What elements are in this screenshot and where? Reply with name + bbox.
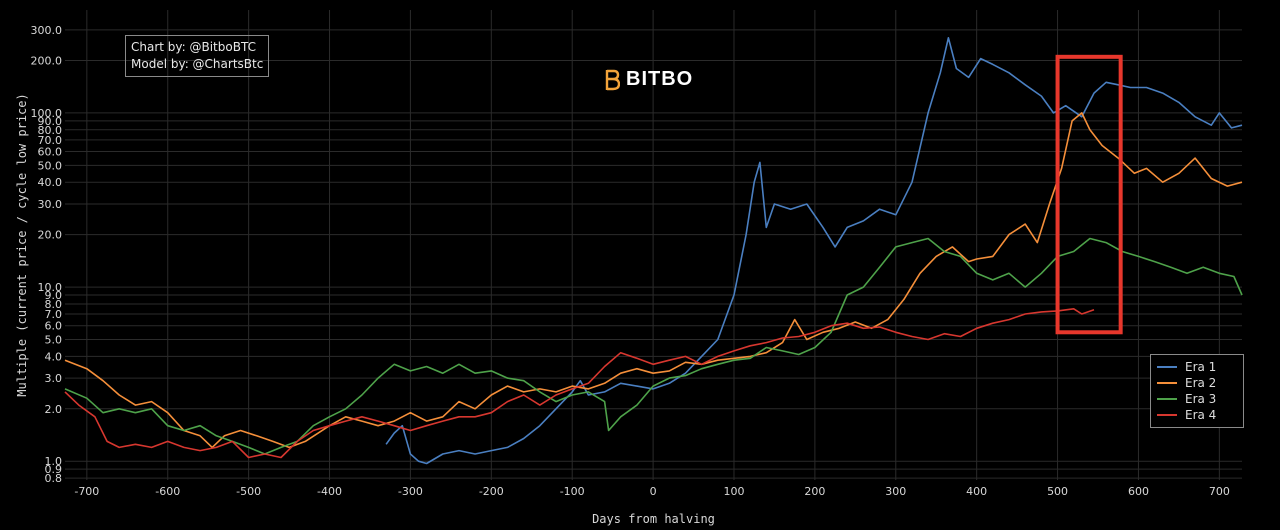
y-tick-label: 5.0 (45, 333, 63, 346)
y-tick-label: 70.0 (38, 134, 63, 147)
series-line-era-3 (64, 237, 1243, 455)
legend-item: Era 2 (1157, 375, 1237, 391)
x-tick-label: -400 (317, 485, 342, 498)
y-tick-label: 40.0 (38, 176, 63, 189)
y-tick-label: 100.0 (31, 107, 63, 120)
legend: Era 1 Era 2 Era 3 Era 4 (1150, 354, 1244, 428)
y-tick-label: 8.0 (45, 298, 63, 311)
model-credit: Model by: @ChartsBtc (131, 57, 264, 71)
y-tick-label: 9.0 (45, 289, 63, 302)
bitbo-logo: BITBO (604, 68, 693, 91)
credits-box: Chart by: @BitboBTC Model by: @ChartsBtc (125, 35, 270, 77)
y-tick-label: 50.0 (38, 159, 63, 172)
x-tick-label: 400 (966, 485, 987, 498)
y-tick-label: 80.0 (38, 124, 63, 137)
legend-label: Era 3 (1185, 392, 1217, 406)
legend-item: Era 3 (1157, 391, 1237, 407)
x-tick-label: -100 (560, 485, 585, 498)
logo-text: BITBO (626, 68, 694, 90)
series-line-era-4 (64, 308, 1095, 459)
legend-label: Era 4 (1185, 408, 1217, 422)
highlight-box (1055, 54, 1123, 335)
y-tick-label: 90.0 (38, 115, 63, 128)
y-tick-label: 7.0 (45, 308, 63, 321)
legend-item: Era 4 (1157, 407, 1237, 423)
y-tick-label: 6.0 (45, 320, 63, 333)
x-tick-label: 600 (1128, 485, 1149, 498)
x-tick-label: -300 (398, 485, 423, 498)
y-axis-title: Multiple (current price / cycle low pric… (15, 93, 29, 396)
x-axis-title: Days from halving (592, 512, 715, 526)
x-tick-label: -200 (479, 485, 504, 498)
y-tick-label: 10.0 (38, 281, 63, 294)
y-tick-label: 1.0 (45, 455, 63, 468)
chart-credit: Chart by: @BitboBTC (131, 40, 256, 54)
y-tick-label: 300.0 (31, 24, 63, 37)
x-tick-label: 100 (723, 485, 744, 498)
legend-label: Era 2 (1185, 376, 1217, 390)
y-tick-label: 3.0 (45, 372, 63, 385)
x-tick-label: 200 (804, 485, 825, 498)
y-tick-label: 20.0 (38, 229, 63, 242)
x-tick-label: -600 (155, 485, 180, 498)
legend-swatch (1157, 382, 1177, 384)
legend-swatch (1157, 366, 1177, 368)
y-tick-label: 30.0 (38, 198, 63, 211)
legend-item: Era 1 (1157, 359, 1237, 375)
y-gridlines (65, 29, 1242, 479)
legend-swatch (1157, 414, 1177, 416)
series-lines (64, 37, 1243, 465)
y-tick-label: 0.8 (45, 472, 63, 485)
x-tick-label: -700 (74, 485, 99, 498)
x-tick-labels: -700 -600 -500 -400 -300 -200 -100 0 100 200 300 40… (74, 485, 1229, 498)
y-tick-label: 4.0 (45, 350, 63, 363)
x-tick-label: -500 (236, 485, 261, 498)
series-line-era-2 (64, 112, 1243, 449)
y-tick-labels: 0.80.91.0 2.0 3.0 4.0 5.06.07.08.09.010.0 20.… (31, 24, 63, 485)
y-tick-label: 2.0 (45, 403, 63, 416)
x-tick-label: 0 (650, 485, 657, 498)
y-tick-label: 60.0 (38, 146, 63, 159)
legend-label: Era 1 (1185, 360, 1217, 374)
series-line-era-1 (385, 37, 1243, 465)
x-tick-label: 300 (885, 485, 906, 498)
y-tick-label: 0.9 (45, 463, 63, 476)
bitbo-logo-icon (605, 69, 620, 90)
x-tick-label: 700 (1209, 485, 1230, 498)
legend-swatch (1157, 398, 1177, 400)
x-tick-label: 500 (1047, 485, 1068, 498)
y-tick-label: 200.0 (31, 55, 63, 68)
